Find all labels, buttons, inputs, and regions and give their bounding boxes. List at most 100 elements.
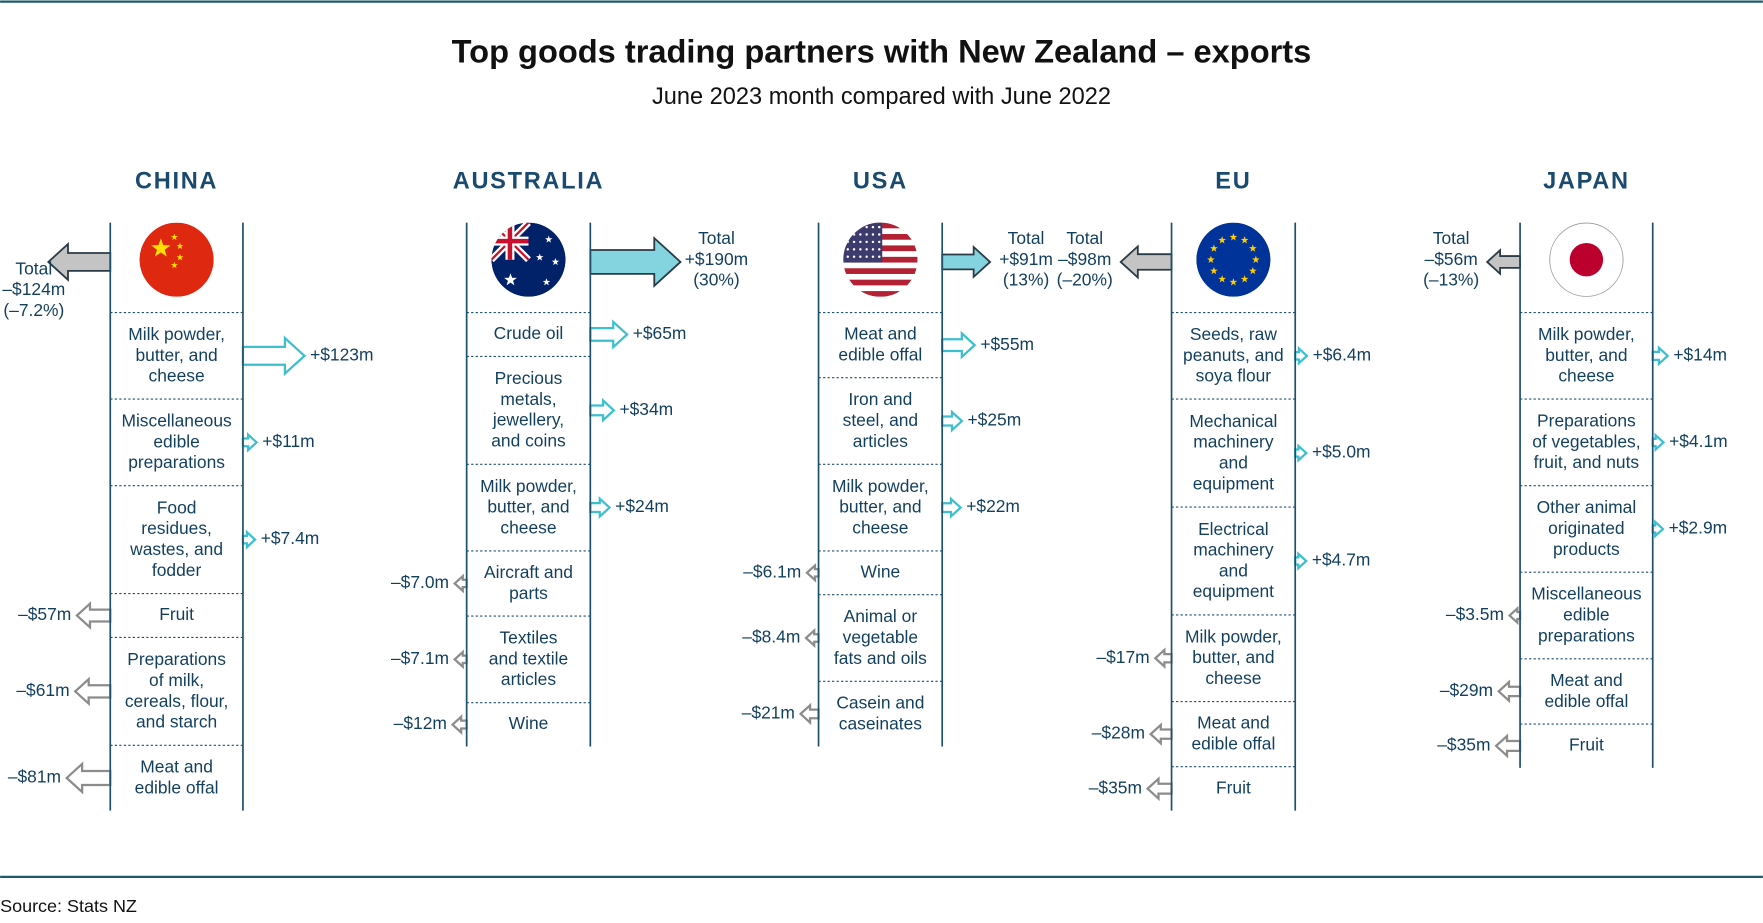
value-label: –$12m — [394, 713, 447, 733]
value-label: –$7.0m — [391, 572, 449, 592]
value-label: +$65m — [633, 323, 687, 343]
total-value: +$91m — [999, 249, 1053, 269]
value-label: –$7.1m — [391, 648, 449, 668]
item-arrow — [241, 432, 259, 453]
flag-star — [865, 255, 868, 259]
item-arrow — [589, 496, 612, 520]
item-arrow — [241, 335, 307, 377]
item-arrow — [73, 676, 112, 707]
item-arrow — [453, 573, 468, 594]
flag-bg — [1196, 222, 1271, 297]
value-label: –$8.4m — [742, 627, 800, 647]
value-label: +$34m — [619, 399, 673, 419]
flag-star — [878, 233, 881, 236]
flag-star — [878, 248, 881, 251]
item-arrow — [941, 496, 963, 519]
total-value: +$190m — [685, 249, 748, 269]
item-arrow — [450, 714, 468, 735]
value-label: +$55m — [980, 334, 1034, 354]
flag — [843, 222, 918, 297]
category-label: Aircraft and parts — [484, 562, 573, 603]
flag-star — [878, 225, 881, 229]
flag-star — [865, 225, 868, 229]
flag-star — [542, 278, 551, 286]
category-label: Fruit — [1569, 735, 1604, 755]
value-label: +$25m — [968, 410, 1022, 430]
category-label: Wine — [861, 561, 901, 581]
category-label: Meat and edible offal — [838, 323, 922, 364]
category-label: Preparations of vegetables, fruit, and nut… — [1532, 410, 1640, 472]
total-text: Total — [1008, 228, 1045, 248]
category-label: Food residues, wastes, and fodder — [129, 497, 223, 579]
category-label: Fruit — [159, 604, 194, 624]
flag-star — [170, 233, 178, 241]
flag-star — [871, 248, 875, 251]
source: Source: Stats NZ — [0, 896, 137, 916]
flag-star — [1240, 275, 1249, 283]
item-arrow — [1497, 679, 1522, 704]
flag-star — [859, 225, 862, 229]
value-label: +$22m — [966, 496, 1020, 516]
flag-star — [871, 255, 875, 259]
flag-star — [852, 225, 856, 229]
flag-star — [859, 248, 862, 251]
value-label: –$6.1m — [743, 561, 801, 581]
item-arrow — [1651, 519, 1665, 539]
flag-star — [151, 238, 171, 257]
category-label: Mechanical machinery and equipment — [1189, 410, 1277, 492]
flag-star — [535, 253, 544, 261]
item-arrow — [1651, 345, 1670, 367]
value-label: +$123m — [310, 344, 373, 364]
flag-star — [852, 240, 856, 244]
flag-star — [878, 255, 881, 259]
flag-star — [871, 240, 875, 244]
value-label: +$24m — [615, 496, 669, 516]
value-label: +$2.9m — [1669, 518, 1728, 538]
total-arrow — [1119, 244, 1173, 280]
total-value: –$124m — [2, 279, 65, 299]
item-arrow — [65, 761, 112, 795]
item-arrow — [241, 529, 257, 550]
flag-star — [859, 255, 862, 259]
category-label: Other animal originated products — [1537, 497, 1637, 559]
flag-star — [1210, 244, 1218, 252]
category-label: Crude oil — [494, 323, 564, 343]
value-label: +$5.0m — [1312, 442, 1371, 462]
total-text: Total — [1433, 228, 1470, 248]
category-label: Milk powder, butter, and cheese — [1185, 626, 1282, 688]
flag-star — [176, 242, 184, 250]
flag-stripe — [843, 279, 918, 286]
flag-star — [1210, 266, 1218, 275]
flag-star — [859, 233, 862, 236]
category-label: Milk powder, butter, and cheese — [1538, 324, 1635, 386]
category-label: Miscellaneous edible preparations — [1531, 583, 1642, 645]
category-label: Fruit — [1216, 777, 1251, 797]
category-label: Milk powder, butter, and cheese — [128, 324, 225, 386]
flag-star — [1229, 233, 1238, 241]
flag — [1196, 222, 1271, 297]
panel-heading: JAPAN — [1543, 168, 1630, 194]
flag-star — [504, 273, 517, 286]
value-label: –$61m — [16, 680, 69, 700]
flag-cross — [491, 222, 529, 260]
value-label: –$57m — [18, 604, 71, 624]
flag-star — [1240, 236, 1249, 244]
total-text: Total — [1066, 228, 1103, 248]
item-arrow — [1651, 432, 1666, 453]
category-label: Electrical machinery and equipment — [1193, 518, 1274, 600]
flag-star — [176, 253, 184, 261]
total-percent: (13%) — [1003, 270, 1049, 290]
category-label: Iron and steel, and articles — [843, 389, 918, 451]
flag-stripe — [843, 268, 918, 274]
flag-star — [846, 233, 850, 236]
category-label: Animal or vegetable fats and oils — [834, 606, 927, 668]
item-arrow — [798, 702, 820, 726]
flag — [139, 222, 214, 297]
flag-star — [1229, 278, 1238, 286]
total-percent: (30%) — [693, 270, 739, 290]
category-label: Meat and edible offal — [135, 756, 219, 797]
value-label: –$35m — [1089, 777, 1142, 797]
flag-star — [846, 255, 850, 259]
total-arrow — [941, 244, 992, 279]
